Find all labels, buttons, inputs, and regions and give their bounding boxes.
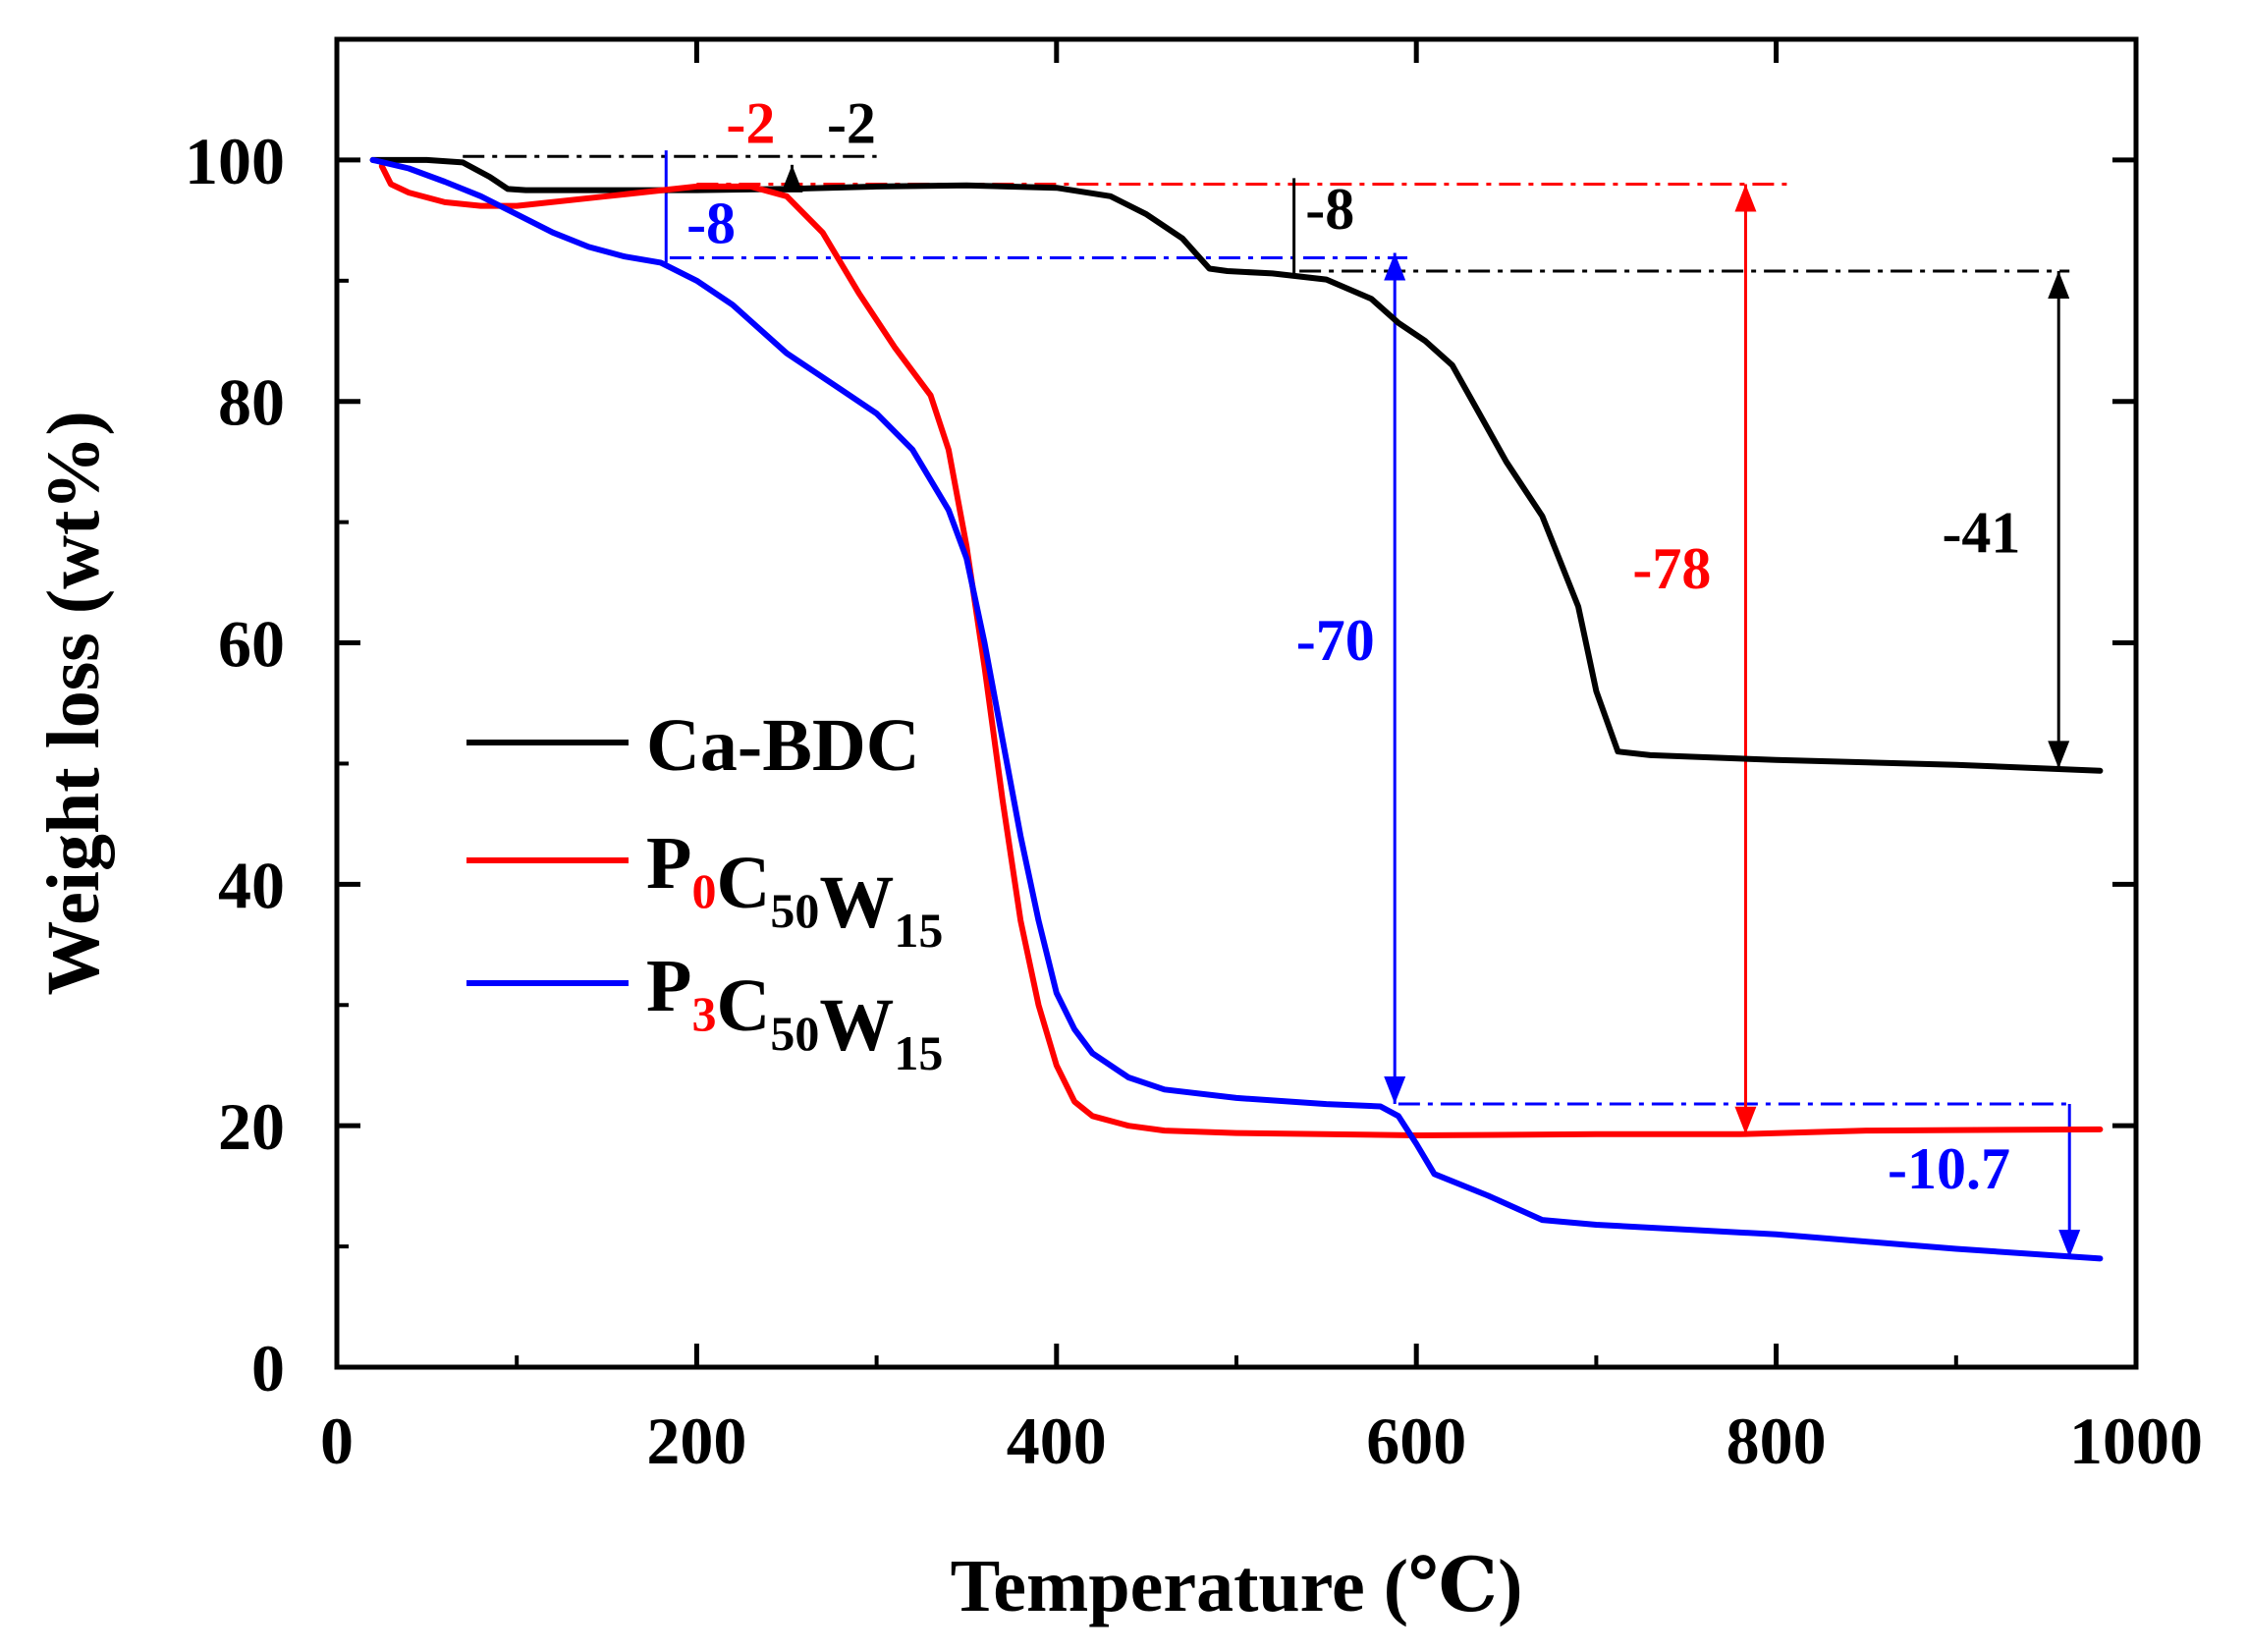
- legend-label: Ca-BDC: [646, 704, 920, 787]
- arrow-head-up: [781, 164, 803, 193]
- series-line: [378, 163, 2104, 1138]
- annotation-labels: -2 -2 -8 -8 -70 -78 -41 -10.7: [686, 91, 2020, 1201]
- data-series: [369, 156, 2104, 1262]
- arrow-head-up: [1384, 252, 1406, 281]
- annotation-label: -78: [1632, 536, 1711, 601]
- y-tick-label: 80: [218, 365, 285, 440]
- series-line: [369, 156, 2104, 1262]
- y-tick-label: 20: [218, 1089, 285, 1164]
- arrow-head-down: [2058, 1230, 2081, 1258]
- arrow-head-down: [1734, 1106, 1757, 1134]
- x-axis-title: Temperature (℃): [951, 1545, 1523, 1627]
- reference-lines: [463, 154, 2073, 1106]
- y-tick-label: 40: [218, 848, 285, 922]
- arrow-head-down: [1384, 1076, 1406, 1105]
- annotation-label: -70: [1296, 608, 1375, 673]
- y-tick-label: 0: [251, 1331, 285, 1405]
- annotation-label: -41: [1942, 500, 2020, 565]
- series-line: [369, 156, 2104, 774]
- y-tick-label: 60: [218, 607, 285, 682]
- legend-label: P0C50W15: [646, 822, 943, 958]
- annotation-label: -2: [726, 91, 775, 156]
- annotation-label: -8: [686, 192, 736, 256]
- axis-ticks: 0 200 400 600 800 1000 0 20 40 60 80 100: [185, 39, 2203, 1478]
- annotation-label: -10.7: [1888, 1136, 2010, 1201]
- arrow-head-up: [2048, 270, 2070, 299]
- annotation-arrows: [664, 150, 2081, 1258]
- annotation-label: -2: [827, 91, 876, 156]
- arrow-head-down: [2048, 741, 2070, 769]
- annotation-label: -8: [1305, 177, 1354, 242]
- x-tick-label: 0: [320, 1404, 354, 1478]
- x-tick-label: 200: [646, 1404, 746, 1478]
- x-tick-label: 800: [1726, 1404, 1827, 1478]
- x-tick-label: 1000: [2069, 1404, 2203, 1478]
- arrow-head-up: [1734, 184, 1757, 212]
- x-tick-label: 400: [1007, 1404, 1107, 1478]
- y-tick-label: 100: [185, 124, 285, 198]
- plot-frame: [334, 36, 2139, 1370]
- y-axis-title: Weight loss (wt%): [32, 411, 115, 995]
- x-tick-label: 600: [1366, 1404, 1466, 1478]
- legend-label: P3C50W15: [646, 945, 943, 1080]
